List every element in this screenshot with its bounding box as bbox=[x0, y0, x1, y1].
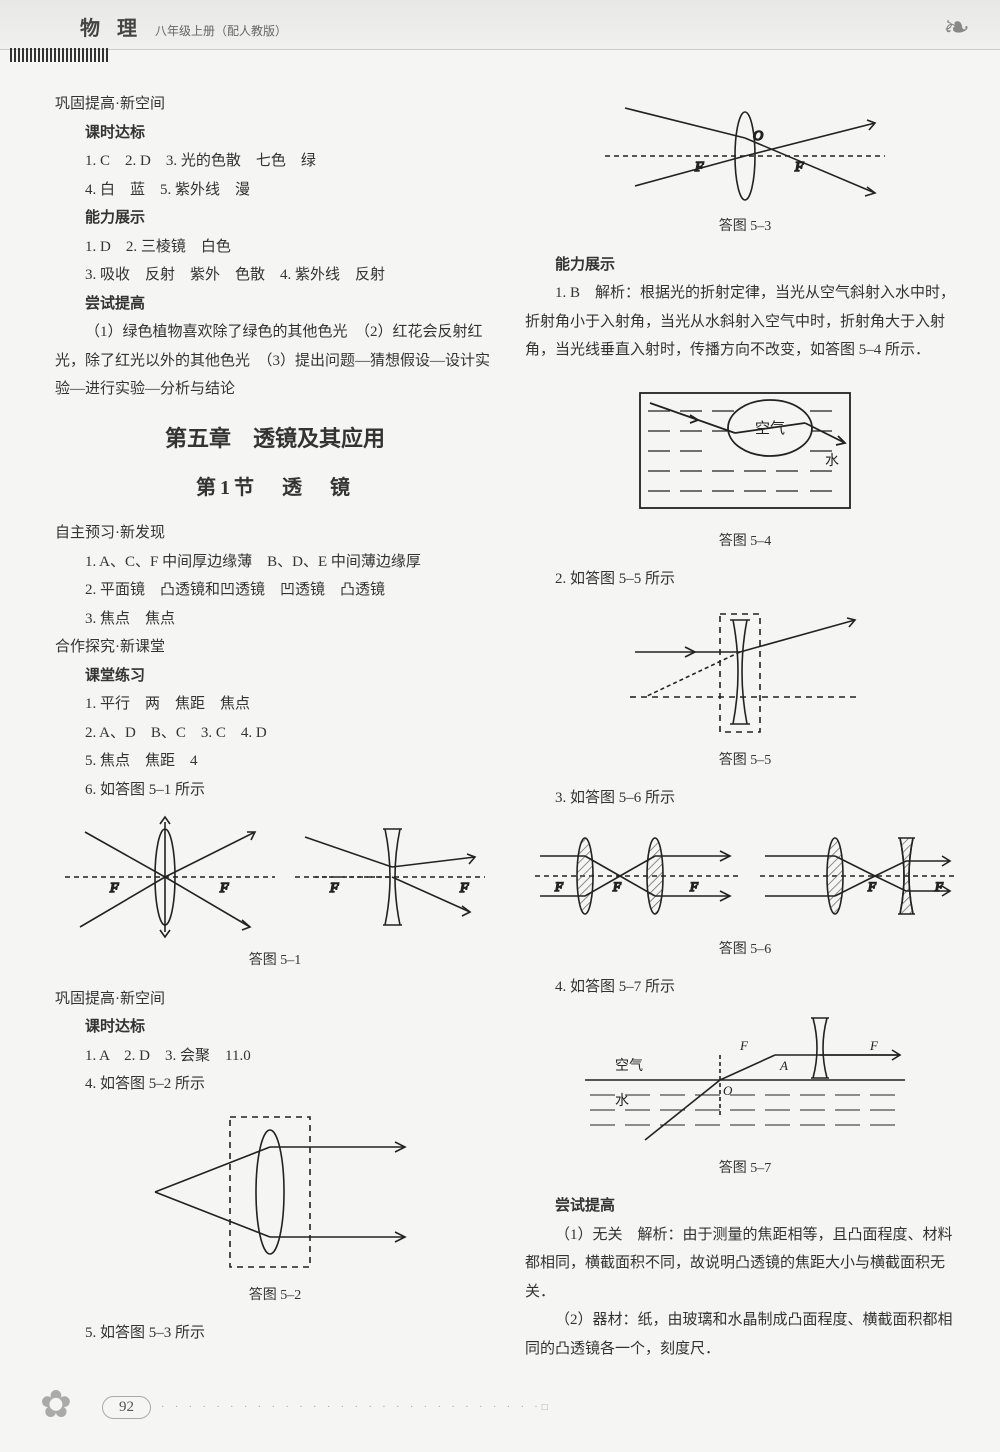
svg-text:F: F bbox=[109, 881, 119, 896]
answer-line: 1. A、C、F 中间厚边缘薄 B、D、E 中间薄边缘厚 bbox=[55, 548, 495, 577]
svg-text:F: F bbox=[694, 160, 704, 175]
svg-text:F: F bbox=[794, 160, 804, 175]
answer-line: 1. C 2. D 3. 光的色散 七色 绿 bbox=[55, 147, 495, 176]
answer-paragraph: （1）绿色植物喜欢除了绿色的其他色光 （2）红花会反射红光，除了红光以外的其他色… bbox=[55, 318, 495, 404]
figure-5-3: F F O bbox=[595, 98, 895, 208]
svg-text:F: F bbox=[219, 881, 229, 896]
heading-gonggu2: 巩固提高·新空间 bbox=[55, 985, 495, 1014]
answer-paragraph: （1）无关 解析：由于测量的焦距相等，且凸面程度、材料都相同，横截面积不同，故说… bbox=[525, 1221, 965, 1307]
header-grade: 八年级上册（配人教版） bbox=[155, 24, 287, 38]
heading-changshi: 尝试提高 bbox=[55, 290, 495, 319]
label-F: F bbox=[739, 1038, 749, 1053]
answer-line: 2. 平面镜 凸透镜和凹透镜 凹透镜 凸透镜 bbox=[55, 576, 495, 605]
figure-5-7: 空气 水 F F A O bbox=[575, 1010, 915, 1150]
answer-line: 4. 白 蓝 5. 紫外线 漫 bbox=[55, 176, 495, 205]
answer-line: 4. 如答图 5–7 所示 bbox=[525, 973, 965, 1002]
svg-text:F: F bbox=[934, 879, 944, 894]
leaf-icon: ❧ bbox=[943, 8, 970, 46]
answer-line: 3. 如答图 5–6 所示 bbox=[525, 784, 965, 813]
heading-ketang: 课堂练习 bbox=[55, 662, 495, 691]
figure-caption: 答图 5–6 bbox=[525, 937, 965, 964]
label-air: 空气 bbox=[615, 1058, 643, 1074]
page-footer: ✿ 92 · · · · · · · · · · · · · · · · · ·… bbox=[40, 1382, 552, 1432]
figure-caption: 答图 5–3 bbox=[525, 214, 965, 241]
figure-5-5 bbox=[625, 602, 865, 742]
heading-hezuo: 合作探究·新课堂 bbox=[55, 633, 495, 662]
figure-5-1: F F F F bbox=[65, 812, 485, 942]
label-F2: F bbox=[869, 1038, 879, 1053]
svg-text:O: O bbox=[753, 129, 763, 144]
answer-line: 2. A、D B、C 3. C 4. D bbox=[55, 719, 495, 748]
figure-5-4: 空气 水 bbox=[620, 373, 870, 523]
page-number: 92 bbox=[102, 1396, 151, 1419]
chapter-title: 第五章 透镜及其应用 bbox=[55, 418, 495, 460]
heading-zizhu: 自主预习·新发现 bbox=[55, 519, 495, 548]
answer-line: 5. 焦点 焦距 4 bbox=[55, 747, 495, 776]
figure-caption: 答图 5–2 bbox=[55, 1283, 495, 1310]
header-subject: 物 理 bbox=[80, 12, 143, 41]
answer-line: 1. D 2. 三棱镜 白色 bbox=[55, 233, 495, 262]
left-column: 巩固提高·新空间 课时达标 1. C 2. D 3. 光的色散 七色 绿 4. … bbox=[55, 90, 495, 1363]
heading-keshi2: 课时达标 bbox=[55, 1013, 495, 1042]
heading-nengli-r: 能力展示 bbox=[525, 251, 965, 280]
section-title: 第1节 透 镜 bbox=[55, 469, 495, 507]
right-column: F F O 答图 5–3 能力展示 1. B 解析：根据光的折射定律，当光从空气… bbox=[525, 90, 965, 1363]
figure-caption: 答图 5–7 bbox=[525, 1156, 965, 1183]
answer-line: 3. 焦点 焦点 bbox=[55, 605, 495, 634]
figure-5-2 bbox=[135, 1107, 415, 1277]
heading-keshi: 课时达标 bbox=[55, 119, 495, 148]
heading-nengli: 能力展示 bbox=[55, 204, 495, 233]
page-header: 物 理 八年级上册（配人教版） ❧ bbox=[0, 0, 1000, 50]
answer-line: 2. 如答图 5–5 所示 bbox=[525, 565, 965, 594]
figure-caption: 答图 5–5 bbox=[525, 748, 965, 775]
page-content: 巩固提高·新空间 课时达标 1. C 2. D 3. 光的色散 七色 绿 4. … bbox=[0, 50, 1000, 1383]
svg-text:F: F bbox=[689, 879, 699, 894]
svg-text:F: F bbox=[459, 881, 469, 896]
figure-caption: 答图 5–1 bbox=[55, 948, 495, 975]
figure-caption: 答图 5–4 bbox=[525, 529, 965, 556]
heading-changshi-r: 尝试提高 bbox=[525, 1192, 965, 1221]
answer-line: 6. 如答图 5–1 所示 bbox=[55, 776, 495, 805]
svg-text:F: F bbox=[612, 879, 622, 894]
svg-text:F: F bbox=[554, 879, 564, 894]
label-O: O bbox=[723, 1083, 733, 1098]
flower-icon: ✿ bbox=[40, 1382, 90, 1432]
barcode-icon bbox=[10, 48, 110, 62]
answer-paragraph: 1. B 解析：根据光的折射定律，当光从空气斜射入水中时，折射角小于入射角，当光… bbox=[525, 279, 965, 365]
answer-line: 1. 平行 两 焦距 焦点 bbox=[55, 690, 495, 719]
label-A: A bbox=[779, 1058, 788, 1073]
answer-line: 1. A 2. D 3. 会聚 11.0 bbox=[55, 1042, 495, 1071]
label-water: 水 bbox=[615, 1093, 629, 1109]
answer-line: 5. 如答图 5–3 所示 bbox=[55, 1319, 495, 1348]
answer-line: 4. 如答图 5–2 所示 bbox=[55, 1070, 495, 1099]
answer-paragraph: （2）器材：纸，由玻璃和水晶制成凸面程度、横截面积都相同的凸透镜各一个，刻度尺． bbox=[525, 1306, 965, 1363]
heading-gonggu: 巩固提高·新空间 bbox=[55, 90, 495, 119]
answer-line: 3. 吸收 反射 紫外 色散 4. 紫外线 反射 bbox=[55, 261, 495, 290]
footer-dots: · · · · · · · · · · · · · · · · · · · · … bbox=[161, 1402, 552, 1413]
figure-5-6: F F F F F bbox=[535, 821, 955, 931]
svg-text:F: F bbox=[329, 881, 339, 896]
label-water: 水 bbox=[825, 453, 839, 469]
svg-text:F: F bbox=[867, 879, 877, 894]
